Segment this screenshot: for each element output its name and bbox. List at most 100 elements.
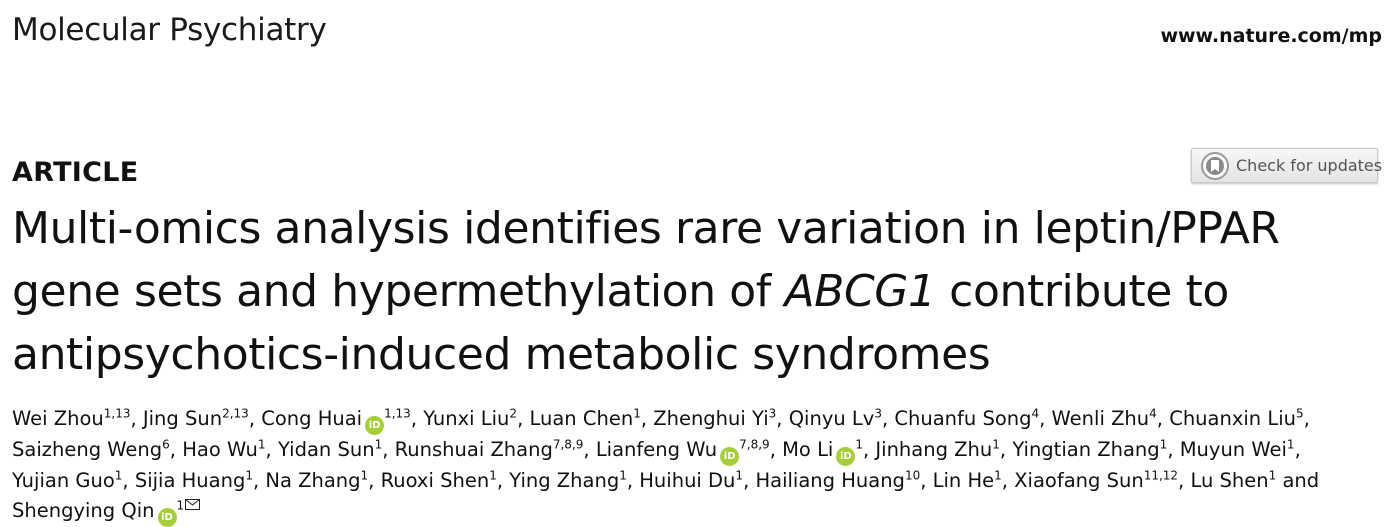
affiliation-superscript: 7,8,9 <box>552 437 584 452</box>
author-name-text: Cong Huai <box>261 407 363 430</box>
affiliation-superscript: 1 <box>489 468 497 483</box>
check-for-updates-button[interactable]: Check for updates <box>1191 148 1382 183</box>
author-name[interactable]: Yingtian Zhang1 <box>1012 438 1167 461</box>
author-separator: , <box>1294 438 1301 461</box>
author-name-text: Lianfeng Wu <box>595 438 718 461</box>
author-separator: , <box>252 469 266 492</box>
author-separator: , <box>1167 438 1180 461</box>
check-for-updates-label: Check for updates <box>1236 156 1383 175</box>
author-name-text: Jing Sun <box>142 407 223 430</box>
author-name-text: Lin He <box>932 469 995 492</box>
bookmark-icon <box>1200 151 1230 181</box>
journal-name: Molecular Psychiatry <box>12 12 327 48</box>
author-separator: , <box>743 469 756 492</box>
author-name[interactable]: Runshuai Zhang7,8,9 <box>395 438 584 461</box>
author-name[interactable]: Huihui Du1 <box>639 469 743 492</box>
author-name[interactable]: Muyun Wei1 <box>1180 438 1295 461</box>
author-separator: , <box>626 469 640 492</box>
author-name[interactable]: Luan Chen1 <box>529 407 640 430</box>
author-name-text: Sijia Huang <box>134 469 246 492</box>
author-name-text: Huihui Du <box>639 469 736 492</box>
author-name-text: Xiaofang Sun <box>1014 469 1144 492</box>
author-name[interactable]: Jinhang Zhu1 <box>875 438 1000 461</box>
author-separator: , <box>517 407 530 430</box>
author-name[interactable]: Yujian Guo1 <box>12 469 122 492</box>
author-name[interactable]: Hao Wu1 <box>182 438 265 461</box>
author-separator: , <box>1303 407 1310 430</box>
orcid-icon[interactable]: iD <box>365 416 385 435</box>
author-separator: , <box>122 469 135 492</box>
affiliation-superscript: 1 <box>855 437 863 452</box>
author-name[interactable]: Lianfeng Wu iD7,8,9 <box>595 438 770 466</box>
author-separator: , <box>999 438 1013 461</box>
title-line-2-start: gene sets and hypermethylation of <box>12 266 785 317</box>
author-separator: , <box>248 407 262 430</box>
author-name-text: Ying Zhang <box>509 469 620 492</box>
author-name-text: Wenli Zhu <box>1051 407 1150 430</box>
affiliation-superscript: 1 <box>735 468 744 483</box>
orcid-icon[interactable]: iD <box>157 508 177 527</box>
affiliation-superscript: 1 <box>374 437 383 452</box>
author-name[interactable]: Ruoxi Shen1 <box>381 469 497 492</box>
article-title: Multi-omics analysis identifies rare var… <box>12 197 1392 386</box>
author-name-text: Chuanxin Liu <box>1169 407 1297 430</box>
author-name[interactable]: Chuanfu Song4 <box>894 407 1039 430</box>
author-name-text: Na Zhang <box>265 469 361 492</box>
affiliation-superscript: 1,13 <box>103 406 131 421</box>
author-separator: , <box>776 407 789 430</box>
author-connector: and <box>1282 469 1320 492</box>
orcid-icon[interactable]: iD <box>836 447 856 466</box>
author-name[interactable]: Hailiang Huang10 <box>755 469 920 492</box>
affiliation-superscript: 3 <box>768 406 777 421</box>
author-name[interactable]: Shengying Qin iD1 <box>12 498 201 527</box>
author-separator: , <box>368 469 381 492</box>
author-separator: , <box>130 407 143 430</box>
affiliation-superscript: 1 <box>992 437 1000 452</box>
orcid-icon[interactable]: iD <box>720 447 740 466</box>
author-name[interactable]: Saizheng Weng6 <box>12 438 170 461</box>
author-name[interactable]: Chuanxin Liu5 <box>1169 407 1303 430</box>
author-name-text: Luan Chen <box>529 407 634 430</box>
author-name[interactable]: Ying Zhang1 <box>509 469 627 492</box>
author-separator: , <box>583 438 596 461</box>
affiliation-superscript: 3 <box>874 406 882 421</box>
author-name[interactable]: Cong Huai iD1,13 <box>261 406 411 435</box>
author-name-text: Zhenghui Yi <box>653 407 769 430</box>
author-name[interactable]: Mo Li iD1 <box>782 437 863 466</box>
author-name[interactable]: Wei Zhou1,13 <box>12 407 130 430</box>
article-type: ARTICLE <box>12 157 139 188</box>
affiliation-superscript: 1,13 <box>384 406 411 421</box>
author-name-text: Ruoxi Shen <box>380 469 490 492</box>
author-name-text: Jinhang Zhu <box>875 438 993 461</box>
author-name[interactable]: Zhenghui Yi3 <box>653 407 776 430</box>
envelope-icon[interactable] <box>185 498 201 510</box>
author-list: Wei Zhou1,13, Jing Sun2,13, Cong Huai iD1… <box>12 404 1392 527</box>
author-name-text: Hailiang Huang <box>755 469 905 492</box>
author-name[interactable]: Xiaofang Sun11,12 <box>1014 469 1178 492</box>
author-name[interactable]: Wenli Zhu4 <box>1052 407 1157 430</box>
affiliation-superscript: 1 <box>619 468 627 483</box>
author-separator: , <box>382 438 395 461</box>
author-name-text: Saizheng Weng <box>12 438 163 461</box>
author-name[interactable]: Yunxi Liu2 <box>423 407 517 430</box>
author-name-text: Yujian Guo <box>12 469 115 492</box>
author-separator: , <box>640 407 654 430</box>
author-name-text: Yingtian Zhang <box>1012 438 1160 461</box>
affiliation-superscript: 2,13 <box>222 406 249 421</box>
author-name[interactable]: Qinyu Lv3 <box>789 407 882 430</box>
author-name[interactable]: Jing Sun2,13 <box>143 407 249 430</box>
journal-url[interactable]: www.nature.com/mp <box>1160 25 1382 47</box>
title-line-1: Multi-omics analysis identifies rare var… <box>12 203 1280 254</box>
author-separator: , <box>265 438 278 461</box>
affiliation-superscript: 6 <box>162 437 170 452</box>
author-name[interactable]: Lin He1 <box>933 469 1002 492</box>
author-name[interactable]: Yidan Sun1 <box>278 438 382 461</box>
author-separator: , <box>410 407 424 430</box>
title-line-3: antipsychotics-induced metabolic syndrom… <box>12 329 991 380</box>
author-name[interactable]: Sijia Huang1 <box>135 469 253 492</box>
author-name[interactable]: Lu Shen1 <box>1190 469 1276 492</box>
author-separator: , <box>1178 469 1191 492</box>
affiliation-superscript: 1 <box>1268 468 1277 483</box>
author-separator: , <box>1039 407 1052 430</box>
author-name[interactable]: Na Zhang1 <box>265 469 368 492</box>
